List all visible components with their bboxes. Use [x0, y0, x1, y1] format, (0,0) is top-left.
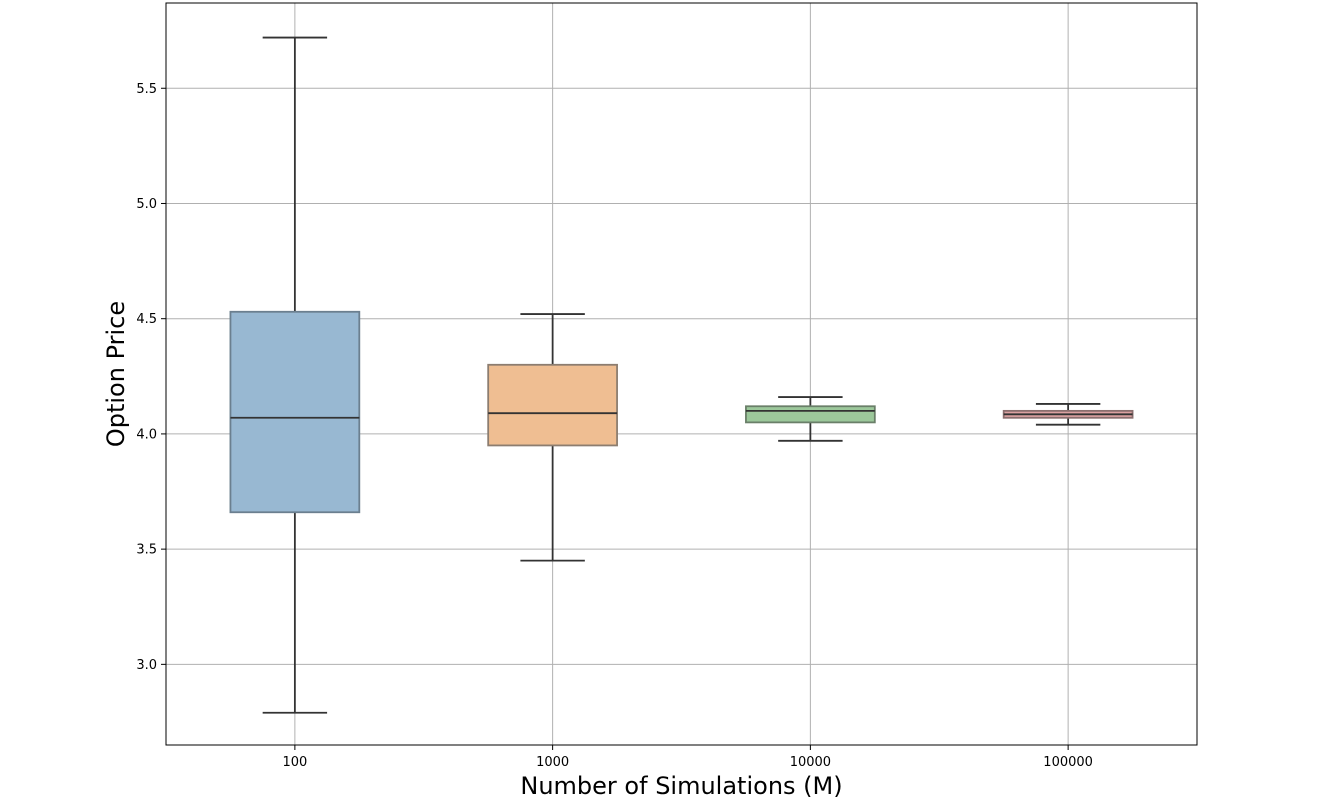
- box-100000: [1002, 403, 1134, 426]
- y-tick-label: 4.5: [136, 312, 157, 327]
- y-tick-label: 5.0: [136, 197, 157, 212]
- y-tick-label: 3.0: [136, 658, 157, 673]
- plot-area-frame: [165, 2, 1198, 746]
- boxes: [229, 36, 1134, 714]
- x-axis-label: Number of Simulations (M): [520, 772, 842, 798]
- y-axis-label: Option Price: [102, 301, 130, 447]
- axis-ticks: 3.0 3.5 4.0 4.5 5.0 5.5 100 1000 10000 100000: [136, 82, 1093, 770]
- y-tick-label: 5.5: [136, 82, 157, 97]
- x-tick-label: 1000: [536, 755, 569, 770]
- x-tick-label: 100000: [1043, 755, 1093, 770]
- y-tick-label: 3.5: [136, 543, 157, 558]
- box-100: [229, 36, 361, 714]
- iqr-box: [745, 405, 876, 424]
- iqr-box: [229, 310, 361, 514]
- box-10000: [745, 396, 876, 442]
- x-tick-label: 100: [282, 755, 307, 770]
- x-tick-label: 10000: [790, 755, 831, 770]
- iqr-box: [487, 363, 618, 447]
- box-1000: [487, 313, 618, 562]
- y-tick-label: 4.0: [136, 427, 157, 442]
